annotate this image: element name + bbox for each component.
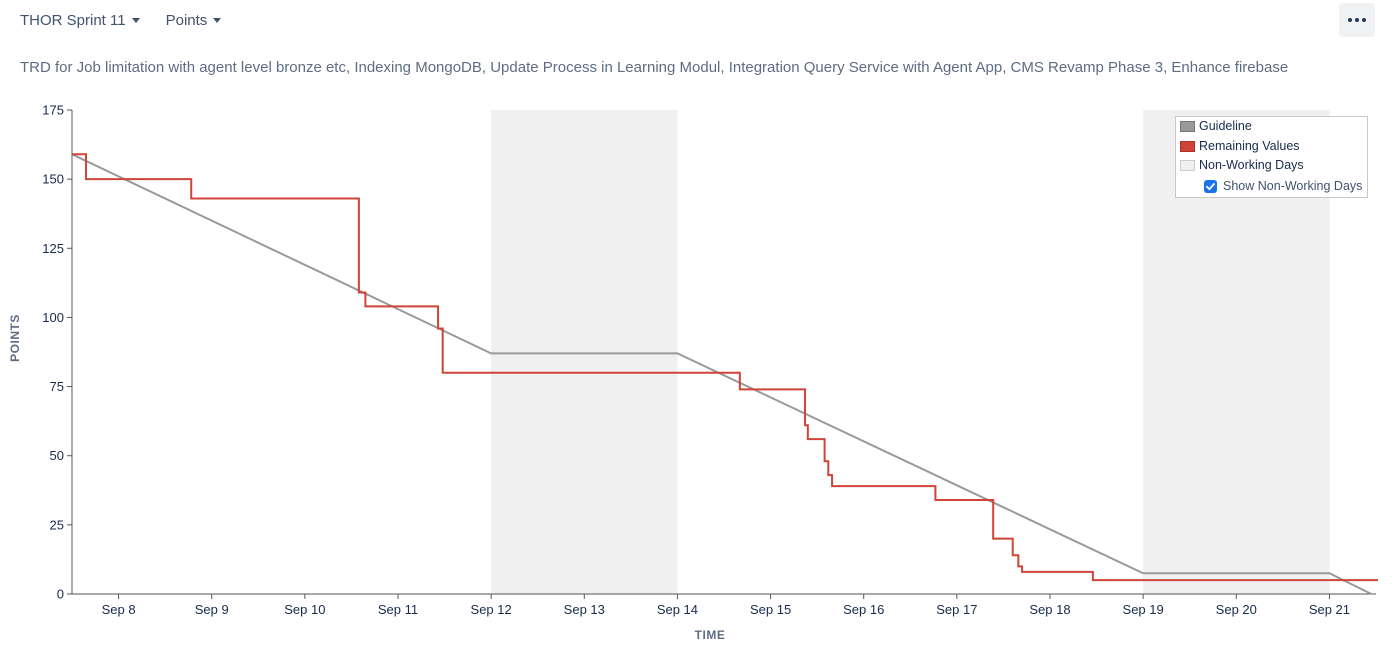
y-tick-label: 50 xyxy=(50,448,64,463)
x-axis-title: TIME xyxy=(695,628,726,642)
sprint-selector[interactable]: THOR Sprint 11 xyxy=(20,12,140,29)
checkmark-icon xyxy=(1206,182,1215,190)
ellipsis-icon xyxy=(1355,18,1359,22)
legend-swatch-remaining xyxy=(1180,140,1195,152)
legend-label-remaining: Remaining Values xyxy=(1199,139,1300,153)
y-tick-label: 0 xyxy=(57,587,64,602)
y-tick-label: 100 xyxy=(42,310,64,325)
x-tick-label: Sep 14 xyxy=(657,602,698,617)
ellipsis-icon xyxy=(1362,18,1366,22)
y-axis-title: POINTS xyxy=(8,314,22,362)
sprint-goal-text: TRD for Job limitation with agent level … xyxy=(20,59,1289,76)
show-non-working-days-toggle[interactable]: Show Non-Working Days xyxy=(1204,179,1362,193)
x-tick-label: Sep 12 xyxy=(471,602,512,617)
y-tick-label: 175 xyxy=(42,103,64,118)
show-non-working-days-label: Show Non-Working Days xyxy=(1223,179,1363,193)
y-tick-label: 150 xyxy=(42,172,64,187)
guideline-series-line xyxy=(72,153,1372,595)
chevron-down-icon xyxy=(131,18,140,23)
x-tick-label: Sep 8 xyxy=(102,602,136,617)
report-toolbar: THOR Sprint 11 Points xyxy=(20,8,247,32)
metric-selector-label: Points xyxy=(165,11,208,29)
x-tick-label: Sep 18 xyxy=(1029,602,1070,617)
x-tick-label: Sep 10 xyxy=(284,602,325,617)
legend-swatch-guideline xyxy=(1180,120,1195,132)
x-tick-label: Sep 16 xyxy=(843,602,884,617)
y-tick-label: 25 xyxy=(50,517,64,532)
remaining-values-series-line xyxy=(72,153,1378,582)
x-tick-label: Sep 19 xyxy=(1123,602,1164,617)
chevron-down-icon xyxy=(213,18,222,23)
ellipsis-icon xyxy=(1348,18,1352,22)
x-tick-label: Sep 17 xyxy=(936,602,977,617)
legend-item-non-working: Non-Working Days xyxy=(1180,158,1304,172)
x-tick-label: Sep 9 xyxy=(195,602,229,617)
x-tick-label: Sep 13 xyxy=(564,602,605,617)
show-non-working-days-checkbox[interactable] xyxy=(1204,179,1217,193)
y-tick-label: 125 xyxy=(42,241,64,256)
chart-legend: Guideline Remaining Values Non-Working D… xyxy=(1175,116,1368,198)
x-tick-label: Sep 15 xyxy=(750,602,791,617)
y-tick-label: 75 xyxy=(50,379,64,394)
legend-item-guideline: Guideline xyxy=(1180,119,1252,133)
legend-swatch-non-working xyxy=(1180,159,1195,171)
non-working-band-0 xyxy=(491,110,678,594)
legend-item-remaining: Remaining Values xyxy=(1180,139,1300,153)
legend-label-guideline: Guideline xyxy=(1199,119,1252,133)
x-tick-label: Sep 11 xyxy=(378,602,418,617)
metric-selector[interactable]: Points xyxy=(166,12,222,29)
legend-label-non-working: Non-Working Days xyxy=(1199,158,1304,172)
series-group xyxy=(72,153,1378,595)
x-tick-label: Sep 21 xyxy=(1309,602,1350,617)
sprint-selector-label: THOR Sprint 11 xyxy=(20,11,126,29)
x-tick-label: Sep 20 xyxy=(1216,602,1257,617)
more-actions-button[interactable] xyxy=(1339,3,1375,37)
